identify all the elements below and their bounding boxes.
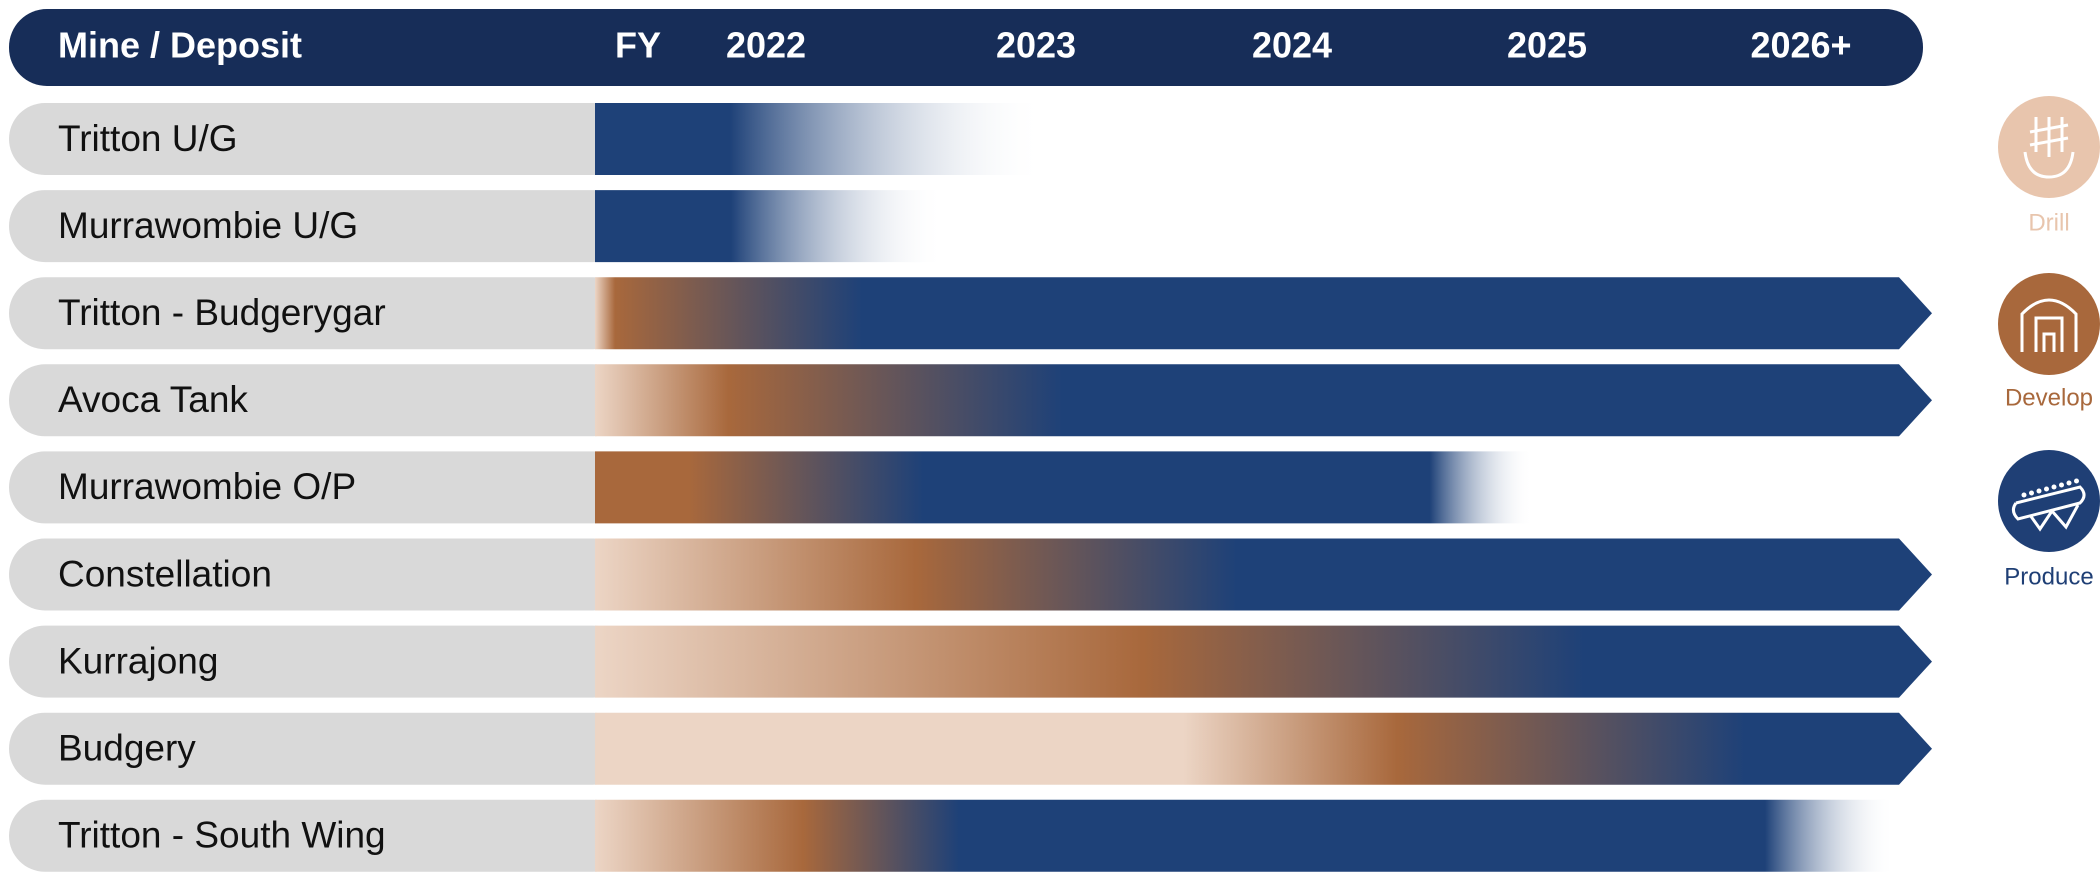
produce-glyph (2011, 485, 2086, 532)
legend-label: Drill (2028, 209, 2069, 236)
timeline-bar (595, 799, 1895, 872)
header-column: 2022 (726, 25, 806, 66)
row-label-bg (9, 277, 629, 350)
timeline-bar (595, 103, 1044, 175)
timeline-bar (595, 712, 1932, 785)
row-label: Avoca Tank (58, 379, 248, 420)
ore-dot (2066, 480, 2072, 486)
ore-dot (2044, 486, 2049, 492)
row-label-bg (9, 625, 629, 698)
header-bar (9, 9, 1923, 86)
header-column: 2023 (996, 25, 1076, 66)
row-label: Tritton U/G (58, 118, 238, 159)
timeline-bar (595, 625, 1932, 698)
row-label: Constellation (58, 553, 272, 594)
drill-glyph (2023, 117, 2075, 179)
ore-dot (2051, 484, 2057, 490)
row-label-bg (9, 712, 629, 785)
row-label-bg (9, 538, 629, 611)
ore-dot (2021, 492, 2027, 498)
row-label: Murrawombie U/G (58, 205, 358, 246)
legend-icon (1998, 273, 2100, 375)
row-label-bg (9, 799, 629, 872)
row-label: Kurrajong (58, 640, 218, 681)
ore-dot (2029, 490, 2034, 496)
row-label: Murrawombie O/P (58, 466, 356, 507)
ore-dot (2036, 488, 2042, 494)
develop-glyph (2020, 298, 2078, 352)
legend-label: Develop (2005, 384, 2093, 411)
timeline-bar (595, 538, 1932, 611)
row-label: Tritton - Budgerygar (58, 292, 386, 333)
row-label-bg (9, 103, 629, 175)
header-title: Mine / Deposit (58, 25, 302, 66)
timeline-bar (595, 190, 944, 263)
row-label-bg (9, 451, 629, 524)
header-column: FY (615, 25, 661, 66)
row-label-bg (9, 190, 629, 263)
header-column: 2025 (1507, 25, 1587, 66)
row-label-bg (9, 364, 629, 437)
row-label: Budgery (58, 727, 196, 768)
timeline-bar (595, 451, 1533, 524)
ore-dot (2074, 478, 2079, 484)
header-column: 2026+ (1750, 25, 1851, 66)
timeline-bar (595, 364, 1932, 437)
row-label: Tritton - South Wing (58, 815, 386, 856)
header-column: 2024 (1252, 25, 1332, 66)
ore-dot (2059, 482, 2064, 488)
legend-icon (1998, 450, 2100, 552)
timeline-bar (595, 277, 1932, 350)
legend-label: Produce (2004, 563, 2093, 590)
